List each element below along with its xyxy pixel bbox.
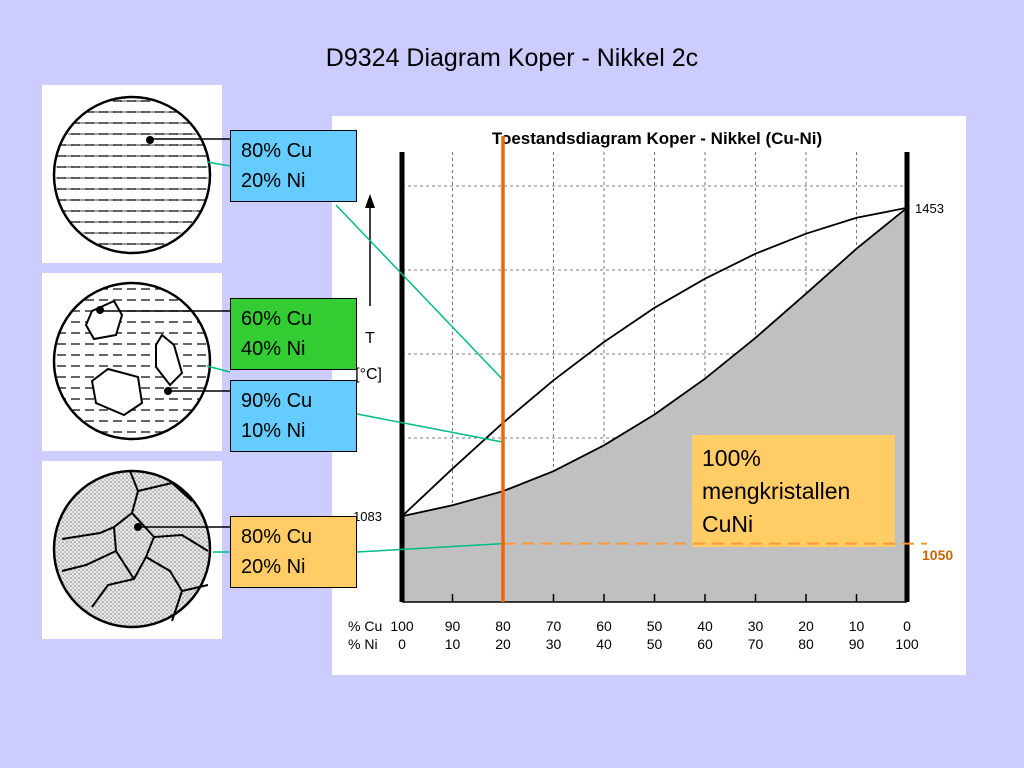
cu-row-label: % Cu	[348, 618, 382, 634]
t-axis-arrow-head	[365, 194, 375, 208]
tag-ni-text: 40% Ni	[241, 338, 306, 360]
microstructure-liquid	[42, 85, 222, 263]
cu-tick-labels: 100 90 80 70 60 50 40 30 20 10 0	[390, 618, 911, 634]
ni-melting-point-label: 1453	[915, 201, 944, 216]
cu-tick-label: 0	[903, 618, 911, 634]
slide-title: D9324 Diagram Koper - Nikkel 2c	[325, 44, 699, 72]
microstructure-crystals-in-melt	[42, 273, 222, 451]
composition-tag-melt: 90% Cu 10% Ni	[230, 380, 357, 452]
cu-tick-label: 40	[697, 618, 713, 634]
cu-melting-point-label: 1083	[353, 509, 382, 524]
ni-tick-label: 100	[895, 636, 919, 652]
ni-tick-label: 70	[748, 636, 764, 652]
cu-tick-label: 80	[495, 618, 511, 634]
t-axis-unit: [°C]	[355, 366, 382, 383]
callout-line: 100%	[702, 445, 761, 471]
ni-tick-label: 50	[647, 636, 663, 652]
tag-cu-text: 80% Cu	[241, 140, 313, 162]
ni-tick-label: 20	[495, 636, 511, 652]
tag-ni-text: 20% Ni	[241, 556, 306, 578]
cu-tick-label: 100	[390, 618, 414, 634]
ni-tick-label: 40	[596, 636, 612, 652]
composition-tag-crystals: 60% Cu 40% Ni	[230, 298, 357, 370]
cu-tick-label: 90	[445, 618, 461, 634]
cu-tick-label: 50	[647, 618, 663, 634]
t-axis-symbol: T	[365, 330, 375, 347]
tag-cu-text: 80% Cu	[241, 526, 313, 548]
ni-row-label: % Ni	[348, 636, 378, 652]
composition-tag-solid: 80% Cu 20% Ni	[230, 516, 357, 588]
ni-tick-label: 30	[546, 636, 562, 652]
solid-solution-callout: 100% mengkristallen CuNi	[692, 435, 895, 547]
cu-tick-label: 10	[849, 618, 865, 634]
microstructure-solid-grains	[42, 461, 222, 639]
composition-tag-liquid: 80% Cu 20% Ni	[230, 130, 357, 202]
cu-tick-label: 70	[546, 618, 562, 634]
ni-tick-label: 80	[798, 636, 814, 652]
chart-title: Toestandsdiagram Koper - Nikkel (Cu-Ni)	[492, 129, 822, 148]
ni-tick-label: 60	[697, 636, 713, 652]
cu-tick-label: 20	[798, 618, 814, 634]
connector-line	[206, 365, 231, 373]
tag-ni-text: 20% Ni	[241, 170, 306, 192]
cu-tick-label: 30	[748, 618, 764, 634]
connector-line	[335, 204, 504, 381]
connector-line	[356, 413, 504, 443]
connector-line	[206, 161, 231, 167]
ni-tick-label: 0	[398, 636, 406, 652]
callout-line: mengkristallen	[702, 478, 851, 504]
tag-ni-text: 10% Ni	[241, 420, 306, 442]
tag-cu-text: 90% Cu	[241, 390, 313, 412]
callout-line: CuNi	[702, 511, 754, 537]
ni-tick-label: 10	[445, 636, 461, 652]
ni-tick-label: 90	[849, 636, 865, 652]
reference-temperature-label: 1050	[922, 547, 953, 563]
connector-line	[356, 542, 504, 553]
tag-cu-text: 60% Cu	[241, 308, 313, 330]
cu-tick-label: 60	[596, 618, 612, 634]
ni-tick-labels: 0 10 20 30 40 50 60 70 80 90 100	[398, 636, 919, 652]
solidus-line	[401, 207, 908, 518]
liquidus-line	[401, 206, 908, 517]
